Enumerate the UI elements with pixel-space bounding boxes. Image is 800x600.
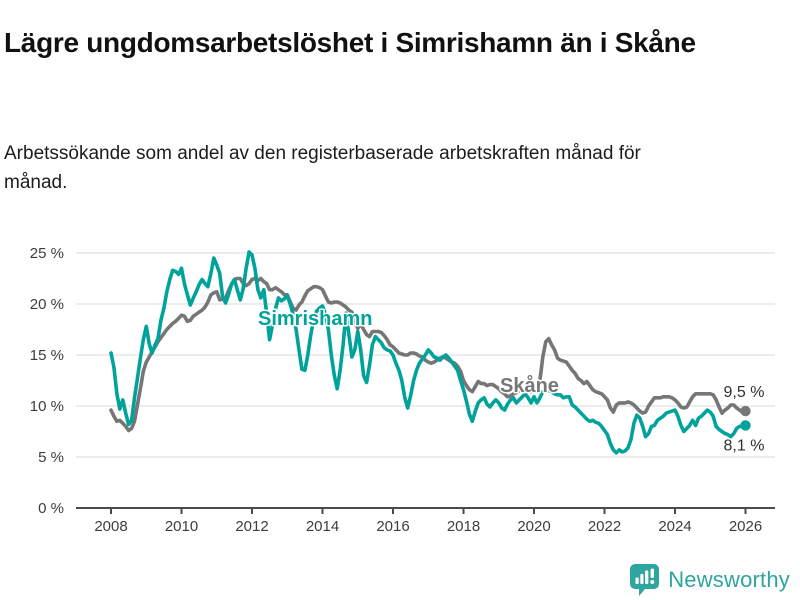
newsworthy-wordmark: Newsworthy — [668, 566, 790, 592]
x-axis-tick-label: 2026 — [729, 518, 762, 535]
series-name-label-skåne: Skåne — [500, 374, 559, 397]
x-axis-tick-label: 2020 — [517, 518, 550, 535]
x-axis-tick-label: 2022 — [588, 518, 621, 535]
newsworthy-icon — [630, 564, 660, 596]
x-axis-tick-label: 2010 — [165, 518, 198, 535]
x-axis-tick-label: 2024 — [658, 518, 691, 535]
series-line-skåne — [109, 276, 748, 433]
x-axis-tick-label: 2014 — [306, 518, 339, 535]
series-end-value-label: 8,1 % — [724, 437, 765, 454]
y-axis-tick-label: 0 % — [38, 500, 64, 517]
chart-title: Lägre ungdomsarbetslöshet i Simrishamn ä… — [4, 26, 696, 58]
y-axis-tick-label: 25 % — [30, 245, 64, 262]
x-axis-tick-label: 2016 — [376, 518, 409, 535]
y-axis-tick-label: 15 % — [30, 347, 64, 364]
chart-subtitle: Arbetssökande som andel av den registerb… — [4, 143, 641, 194]
series-line-simrishamn — [109, 250, 748, 455]
newsworthy-logo[interactable]: Newsworthy — [628, 562, 790, 597]
x-axis-tick-label: 2008 — [94, 518, 127, 535]
x-axis-tick-label: 2012 — [235, 518, 268, 535]
y-axis-tick-label: 5 % — [38, 449, 64, 466]
series-end-value-label: 9,5 % — [724, 384, 765, 401]
series-end-dot-skåne — [740, 405, 751, 417]
y-axis-tick-label: 20 % — [30, 296, 64, 313]
series-end-dot-simrishamn — [740, 420, 751, 431]
x-axis-tick-label: 2018 — [447, 518, 480, 535]
series-name-label-simrishamn: Simrishamn — [258, 308, 372, 330]
y-axis-tick-label: 10 % — [30, 398, 64, 415]
